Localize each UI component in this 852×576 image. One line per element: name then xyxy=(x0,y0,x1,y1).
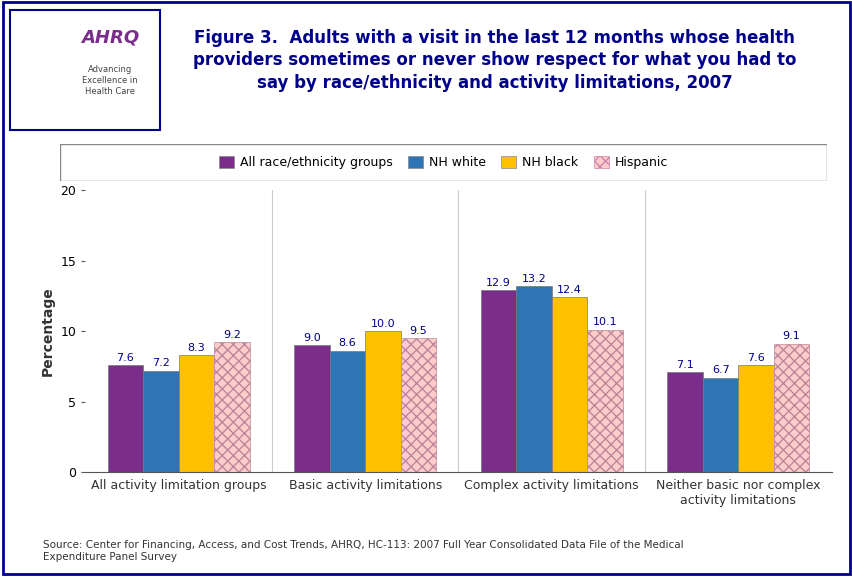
Bar xyxy=(586,330,622,472)
Text: 13.2: 13.2 xyxy=(521,274,546,283)
Text: 9.0: 9.0 xyxy=(302,333,320,343)
Legend: All race/ethnicity groups, NH white, NH black, Hispanic: All race/ethnicity groups, NH white, NH … xyxy=(215,153,671,173)
Bar xyxy=(143,371,178,472)
Bar xyxy=(330,351,365,472)
Text: Advancing
Excellence in
Health Care: Advancing Excellence in Health Care xyxy=(82,65,138,96)
Text: Figure 3.  Adults with a visit in the last 12 months whose health
providers some: Figure 3. Adults with a visit in the las… xyxy=(193,29,796,92)
Text: 9.2: 9.2 xyxy=(222,330,240,340)
Bar xyxy=(294,346,330,472)
Bar xyxy=(515,286,551,472)
Text: 10.1: 10.1 xyxy=(592,317,617,327)
Text: 6.7: 6.7 xyxy=(711,365,728,375)
Text: 9.5: 9.5 xyxy=(409,325,427,336)
Text: 12.9: 12.9 xyxy=(486,278,510,288)
Bar xyxy=(365,331,400,472)
FancyBboxPatch shape xyxy=(60,144,826,181)
Bar xyxy=(551,297,586,472)
Text: 8.6: 8.6 xyxy=(338,339,356,348)
Text: 7.2: 7.2 xyxy=(152,358,170,368)
Bar xyxy=(107,365,143,472)
Bar xyxy=(666,372,702,472)
Text: AHRQ: AHRQ xyxy=(81,29,139,47)
Text: 10.0: 10.0 xyxy=(370,319,394,329)
Text: 7.6: 7.6 xyxy=(117,353,134,362)
Bar xyxy=(214,343,249,472)
Text: 9.1: 9.1 xyxy=(782,331,799,342)
Text: 12.4: 12.4 xyxy=(556,285,581,295)
Y-axis label: Percentage: Percentage xyxy=(41,286,55,376)
Bar xyxy=(773,344,809,472)
Bar xyxy=(738,365,773,472)
Bar xyxy=(702,378,738,472)
Bar xyxy=(481,290,515,472)
Text: Source: Center for Financing, Access, and Cost Trends, AHRQ, HC-113: 2007 Full Y: Source: Center for Financing, Access, an… xyxy=(43,540,682,562)
Text: 7.1: 7.1 xyxy=(676,359,694,370)
Bar xyxy=(400,338,435,472)
Bar xyxy=(178,355,214,472)
Text: 7.6: 7.6 xyxy=(746,353,764,362)
Text: 8.3: 8.3 xyxy=(187,343,205,353)
